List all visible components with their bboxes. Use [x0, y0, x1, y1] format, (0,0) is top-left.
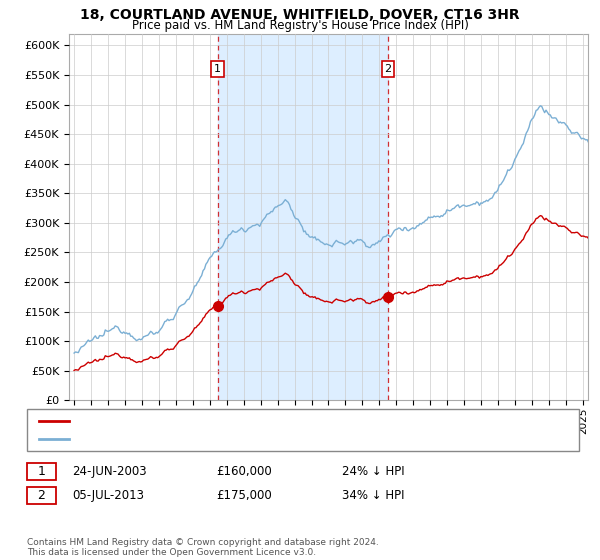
Text: 1: 1: [214, 64, 221, 74]
Text: 2: 2: [385, 64, 391, 74]
Text: 24% ↓ HPI: 24% ↓ HPI: [342, 465, 404, 478]
Text: £175,000: £175,000: [216, 489, 272, 502]
Text: 18, COURTLAND AVENUE, WHITFIELD, DOVER, CT16 3HR: 18, COURTLAND AVENUE, WHITFIELD, DOVER, …: [80, 8, 520, 22]
Text: HPI: Average price, detached house, Dover: HPI: Average price, detached house, Dove…: [78, 434, 302, 444]
Text: 24-JUN-2003: 24-JUN-2003: [72, 465, 146, 478]
Text: Price paid vs. HM Land Registry's House Price Index (HPI): Price paid vs. HM Land Registry's House …: [131, 19, 469, 32]
Text: 2: 2: [37, 489, 46, 502]
Text: 18, COURTLAND AVENUE, WHITFIELD, DOVER, CT16 3HR (detached house): 18, COURTLAND AVENUE, WHITFIELD, DOVER, …: [78, 416, 467, 426]
Text: £160,000: £160,000: [216, 465, 272, 478]
Text: 05-JUL-2013: 05-JUL-2013: [72, 489, 144, 502]
Bar: [218, 34, 388, 400]
Text: 34% ↓ HPI: 34% ↓ HPI: [342, 489, 404, 502]
Text: 1: 1: [37, 465, 46, 478]
Text: Contains HM Land Registry data © Crown copyright and database right 2024.
This d: Contains HM Land Registry data © Crown c…: [27, 538, 379, 557]
